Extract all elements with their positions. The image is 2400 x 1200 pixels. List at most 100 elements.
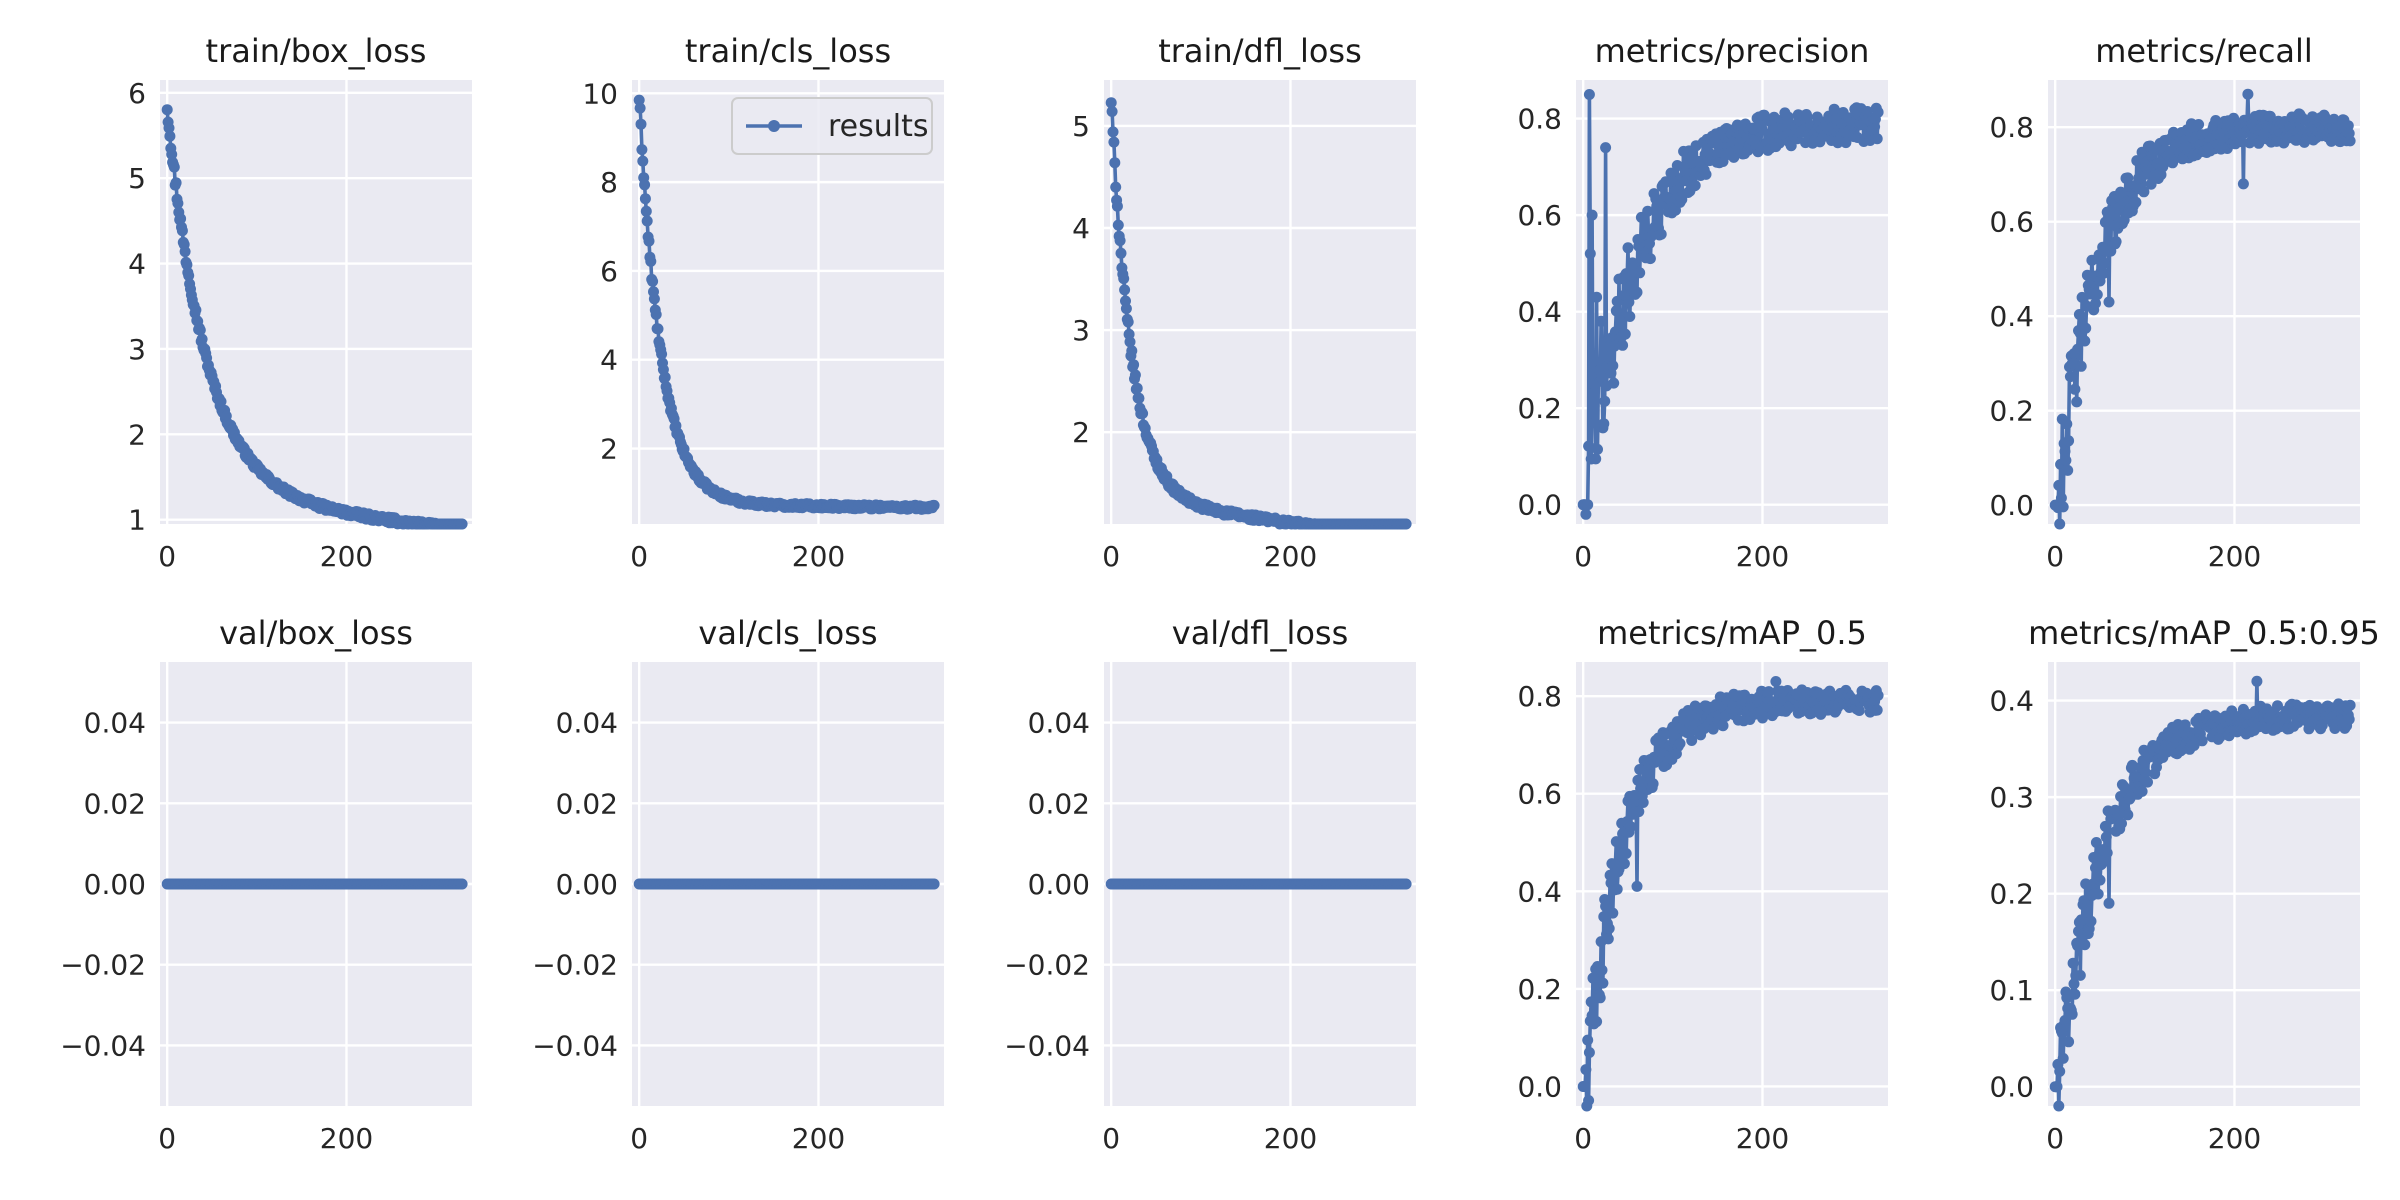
data-point [1591,291,1603,303]
data-point [1586,209,1598,221]
y-tick-label: 0.6 [1989,206,2034,239]
data-point [1579,1081,1591,1092]
data-point [1137,408,1149,419]
data-point [456,518,468,530]
data-point [194,324,206,336]
data-point [2344,699,2356,711]
subplot-val-cls-loss: 0 200 −0.04 −0.02 0.00 0.02 0.04 val/cls_loss [532,614,944,1155]
data-point [640,205,652,217]
data-point [2057,1052,2069,1064]
y-tick-label: 2 [128,418,146,451]
data-point [2055,492,2067,504]
y-tick-label: 10 [582,77,618,110]
legend-box [731,97,933,155]
data-point [1615,317,1627,329]
data-point [2074,969,2086,981]
data-point [2081,901,2093,913]
data-point [639,193,651,205]
data-point [1120,303,1132,315]
y-tick-label: 0.6 [1517,199,1562,232]
y-tick-label: −0.02 [532,949,618,982]
data-point [635,118,647,130]
plot-area [1576,662,1888,1106]
data-point [1871,133,1883,145]
data-point [1676,194,1688,205]
data-point [1597,977,1609,989]
subplot-title: train/box_loss [206,32,427,70]
data-point [641,215,653,227]
y-tick-label: 0.4 [1517,296,1562,329]
data-point [2075,914,2087,926]
data-point [2130,771,2142,782]
y-tick-label: 3 [128,333,146,366]
data-point [1707,723,1719,735]
data-point [659,371,671,383]
data-point [2196,735,2208,747]
data-point [2188,740,2200,751]
data-point [2053,1100,2065,1112]
y-tick-label: 0.3 [1989,781,2034,814]
x-tick-label: 0 [2046,540,2064,573]
data-point [1105,97,1117,109]
y-tick-label: 6 [600,255,618,288]
data-point [2103,296,2115,308]
data-point [1133,392,1145,404]
y-tick-label: 0.8 [1517,680,1562,713]
data-point [2057,501,2069,513]
legend-marker-swatch [768,120,780,132]
data-point [1763,686,1775,698]
data-point [1600,142,1612,154]
data-point [2103,897,2115,909]
data-point [1625,821,1637,833]
data-point [1622,242,1634,254]
y-tick-label: −0.04 [60,1029,146,1062]
y-tick-label: 0.2 [1989,395,2034,428]
data-point [2063,435,2075,447]
x-tick-label: 0 [1102,1122,1120,1155]
y-tick-label: 3 [1072,314,1090,347]
data-point [1631,880,1643,892]
y-tick-label: 0.04 [84,707,146,740]
y-tick-label: −0.04 [532,1029,618,1062]
y-tick-label: 5 [128,162,146,195]
data-point [1131,382,1143,394]
data-point [2090,297,2101,309]
data-point [1589,417,1601,429]
y-tick-label: 4 [128,248,146,281]
data-point [1126,345,1138,357]
data-point [1584,248,1596,260]
y-tick-label: 0.2 [1517,392,1562,425]
data-point [1770,676,1782,687]
y-tick-label: 2 [600,433,618,466]
data-point [1607,907,1619,919]
subplot-title: train/dfl_loss [1158,32,1362,70]
y-tick-label: 0.02 [556,787,618,820]
subplot-metrics-map-0-5-0-95: 0 200 0.0 0.1 0.2 0.3 0.4 metrics/mAP_0.5:0.95 [1989,614,2379,1155]
data-point [1644,253,1656,265]
data-point [1107,126,1119,138]
data-point [1617,339,1629,351]
x-tick-label: 200 [1264,540,1317,573]
data-point [1756,122,1768,134]
legend: results [731,97,933,155]
data-point [2054,518,2066,530]
data-point [1400,878,1412,890]
subplot-train-dfl-loss: 0 200 2 3 4 5 train/dfl_loss [1072,32,1416,573]
x-tick-label: 0 [1102,540,1120,573]
data-point [1674,738,1686,749]
y-tick-label: 4 [1072,212,1090,245]
data-point [1129,369,1141,381]
data-point [2053,479,2065,491]
subplot-metrics-map-0-5: 0 200 0.0 0.2 0.4 0.6 0.8 metrics/mAP_0.5 [1517,614,1888,1155]
data-point [1592,443,1603,455]
subplot-val-dfl-loss: 0 200 −0.04 −0.02 0.00 0.02 0.04 val/dfl_loss [1004,614,1416,1155]
y-tick-label: 0.8 [1517,103,1562,136]
data-point [1124,336,1136,348]
data-point [2069,988,2081,1000]
x-tick-label: 0 [158,1122,176,1155]
data-point [1400,518,1412,530]
data-point [2343,713,2355,725]
data-point [1583,1095,1595,1106]
subplot-title: metrics/mAP_0.5 [1597,614,1867,652]
